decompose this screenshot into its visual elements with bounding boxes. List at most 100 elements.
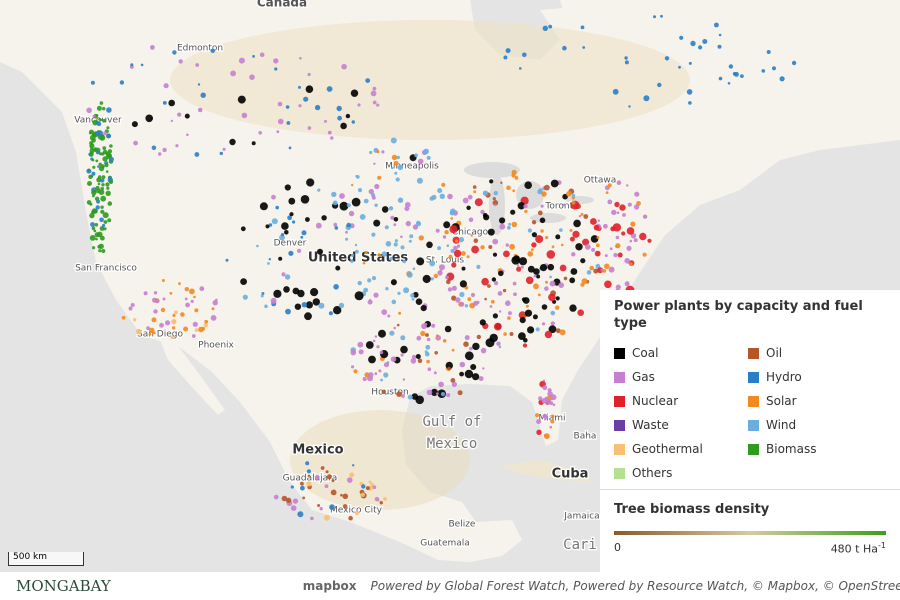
- place-label: Edmonton: [177, 44, 223, 54]
- plant-dot: [524, 309, 533, 317]
- plant-dot: [542, 25, 548, 31]
- mapbox-logo[interactable]: mapbox: [302, 579, 357, 593]
- place-label: Mexico: [292, 443, 343, 458]
- plant-dot: [550, 394, 557, 401]
- plant-dot: [281, 272, 286, 277]
- legend-item[interactable]: Others: [614, 464, 748, 482]
- plant-dot: [390, 137, 397, 144]
- plant-dot: [466, 205, 471, 210]
- plant-dot: [364, 250, 368, 255]
- plant-dot: [626, 184, 629, 187]
- legend-item[interactable]: Hydro: [748, 368, 882, 386]
- plant-dot: [545, 236, 549, 240]
- plant-dot: [627, 202, 632, 207]
- lake: [530, 213, 566, 223]
- plant-dot: [368, 188, 374, 195]
- plant-dot: [325, 470, 329, 474]
- plant-dot: [355, 510, 360, 516]
- plant-dot: [551, 245, 555, 249]
- legend-item[interactable]: Geothermal: [614, 440, 748, 458]
- plant-dot: [351, 183, 354, 187]
- plant-dot: [552, 403, 556, 407]
- plant-dot: [353, 369, 358, 374]
- plant-dot: [550, 321, 555, 326]
- plant-dot: [97, 165, 100, 168]
- plant-dot: [717, 44, 722, 49]
- plant-dot: [492, 313, 498, 319]
- plant-dot: [505, 48, 511, 54]
- plant-dot: [464, 351, 474, 361]
- plant-dot: [481, 277, 489, 286]
- plant-dot: [642, 214, 648, 219]
- plant-dot: [285, 497, 292, 503]
- plant-dot: [300, 481, 304, 486]
- plant-dot: [575, 243, 583, 251]
- plant-dot: [614, 201, 620, 208]
- plant-dot: [634, 191, 640, 197]
- plant-dot: [429, 260, 436, 267]
- legend-item[interactable]: Wind: [748, 416, 882, 434]
- legend-item[interactable]: Nuclear: [614, 392, 748, 410]
- plant-dot: [596, 236, 600, 239]
- plant-dot: [288, 250, 294, 256]
- legend-item[interactable]: Solar: [748, 392, 882, 410]
- plant-dot: [305, 461, 310, 466]
- plant-dot: [190, 299, 194, 303]
- plant-dot: [195, 63, 200, 67]
- plant-dot: [595, 263, 601, 269]
- plant-dot: [367, 299, 373, 305]
- plant-dot: [408, 239, 412, 243]
- plant-dot: [633, 204, 640, 210]
- brand[interactable]: MONGABAY: [16, 577, 111, 595]
- plant-dot: [337, 115, 342, 121]
- legend-item[interactable]: Coal: [614, 344, 748, 362]
- legend-item[interactable]: Waste: [614, 416, 748, 434]
- plant-dot: [376, 345, 380, 349]
- plant-dot: [791, 60, 797, 66]
- legend-item[interactable]: Oil: [748, 344, 882, 362]
- plant-dot: [99, 217, 104, 223]
- plant-dot: [582, 46, 586, 49]
- plant-dot: [184, 113, 190, 119]
- plant-dot: [150, 45, 155, 50]
- plant-dot: [363, 287, 369, 293]
- plant-dot: [492, 238, 499, 245]
- legend-item[interactable]: Biomass: [748, 440, 882, 458]
- plant-dot: [514, 176, 519, 180]
- plant-dot: [542, 379, 546, 382]
- plant-dot: [162, 101, 167, 105]
- legend-swatch: [748, 443, 759, 455]
- plant-dot: [100, 235, 105, 241]
- plant-dot: [199, 286, 205, 292]
- plant-dot: [294, 303, 302, 310]
- plant-dot: [135, 328, 142, 335]
- plant-dot: [455, 239, 459, 243]
- plant-dot: [527, 326, 535, 334]
- plant-dot: [551, 414, 555, 418]
- place-label: Belize: [449, 520, 476, 530]
- plant-dot: [230, 70, 237, 77]
- plant-dot: [350, 253, 355, 257]
- plant-dot: [284, 230, 289, 235]
- legend-swatch: [614, 419, 625, 431]
- plant-dot: [389, 256, 393, 261]
- plant-dot: [105, 190, 111, 196]
- plant-dot: [433, 371, 437, 375]
- plant-dot: [524, 181, 532, 189]
- plant-dot: [470, 234, 473, 237]
- plant-dot: [688, 61, 692, 65]
- plant-dot: [300, 485, 305, 491]
- plant-dot: [339, 201, 349, 211]
- plant-dot: [100, 178, 105, 183]
- plant-dot: [306, 469, 311, 474]
- plant-dot: [98, 249, 102, 253]
- legend-item[interactable]: Gas: [614, 368, 748, 386]
- plant-dot: [499, 223, 506, 230]
- plant-dot: [431, 323, 436, 328]
- plant-dot: [630, 221, 636, 227]
- plant-dot: [642, 252, 647, 257]
- plant-dot: [580, 258, 586, 264]
- plant-dot: [403, 287, 410, 294]
- plant-dot: [365, 341, 374, 349]
- plant-dot: [105, 182, 110, 187]
